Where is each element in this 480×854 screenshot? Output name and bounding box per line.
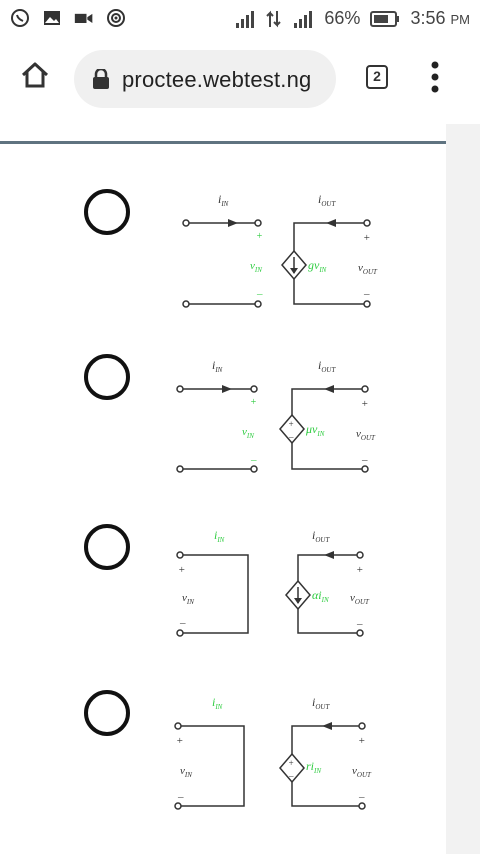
svg-text:–: –	[358, 791, 365, 803]
radio-button-2[interactable]	[84, 354, 130, 400]
circuit-diagram-2: iIN + vIN – iOUT + – μvIN + vOUT –	[176, 358, 376, 473]
svg-text:–: –	[363, 288, 370, 300]
circuit-diagram-4: iIN + vIN – iOUT + – riIN + vOUT –	[174, 695, 372, 810]
svg-text:+: +	[256, 231, 263, 242]
url-text[interactable]: proctee.webtest.ng	[122, 67, 312, 92]
battery-icon	[370, 10, 400, 27]
circuit-diagram-1: iIN + vIN – iOUT gvIN + vOUT –	[182, 192, 378, 308]
option-2[interactable]: iIN + vIN – iOUT + – μvIN + vOUT –	[0, 349, 446, 519]
svg-text:iIN: iIN	[214, 528, 225, 544]
svg-text:+: +	[288, 758, 294, 768]
svg-text:iIN: iIN	[212, 695, 223, 711]
option-3[interactable]: iIN + vIN – iOUT αiIN + vOUT –	[0, 519, 446, 689]
svg-text:–: –	[256, 288, 263, 300]
svg-text:iOUT: iOUT	[312, 528, 330, 544]
svg-text:+: +	[356, 564, 363, 576]
radio-button-3[interactable]	[84, 524, 130, 570]
browser-toolbar: proctee.webtest.ng 2	[0, 38, 480, 124]
svg-text:riIN: riIN	[306, 759, 321, 775]
whatsapp-icon	[11, 9, 29, 27]
option-4[interactable]: iIN + vIN – iOUT + – riIN + vOUT –	[0, 684, 446, 854]
label-i-out: iOUT	[318, 192, 336, 208]
clock: 3:56 PM	[410, 8, 470, 28]
battery-percent: 66%	[324, 8, 361, 28]
data-arrows-icon	[266, 10, 282, 27]
gallery-icon	[44, 11, 60, 25]
circuit-diagram-3: iIN + vIN – iOUT αiIN + vOUT –	[176, 528, 370, 637]
svg-text:+: +	[250, 397, 257, 408]
svg-text:iOUT: iOUT	[318, 358, 336, 374]
svg-text:vOUT: vOUT	[350, 592, 370, 606]
svg-text:iIN: iIN	[212, 358, 223, 374]
radio-button-1[interactable]	[84, 189, 130, 235]
source-label: gvIN	[308, 258, 327, 274]
svg-text:–: –	[356, 618, 363, 630]
svg-text:–: –	[250, 454, 257, 466]
svg-text:–: –	[361, 454, 368, 466]
svg-text:αiIN: αiIN	[312, 588, 329, 604]
signal-hplus-icon	[294, 10, 313, 28]
svg-text:–: –	[179, 617, 186, 629]
page-margin	[446, 124, 480, 854]
svg-text:+: +	[361, 398, 368, 410]
svg-text:–: –	[288, 771, 294, 781]
svg-text:vOUT: vOUT	[352, 765, 372, 779]
svg-text:+: +	[288, 419, 294, 429]
svg-text:μvIN: μvIN	[305, 422, 325, 438]
label-v-out: vOUT	[358, 262, 378, 276]
status-bar: 66% 3:56 PM	[0, 0, 480, 38]
label-i-in: iIN	[218, 192, 229, 208]
signal-h-icon	[236, 10, 255, 28]
divider	[0, 141, 446, 144]
quiz-content: iIN + vIN – iOUT gvIN + vOUT –	[0, 124, 446, 854]
svg-text:iOUT: iOUT	[312, 695, 330, 711]
hotspot-icon	[107, 9, 125, 27]
svg-text:–: –	[177, 791, 184, 803]
radio-button-4[interactable]	[84, 690, 130, 736]
label-v-in: vIN	[250, 260, 262, 274]
svg-text:+: +	[358, 735, 365, 747]
svg-text:vIN: vIN	[182, 592, 194, 606]
svg-text:–: –	[288, 432, 294, 442]
status-left-icons	[10, 8, 126, 28]
home-icon[interactable]	[20, 60, 50, 90]
option-1[interactable]: iIN + vIN – iOUT gvIN + vOUT –	[0, 179, 446, 349]
svg-text:+: +	[178, 564, 185, 576]
status-right: 66% 3:56 PM	[234, 8, 470, 29]
more-menu-icon[interactable]	[430, 60, 440, 94]
svg-text:vIN: vIN	[180, 765, 192, 779]
address-bar[interactable]: proctee.webtest.ng	[74, 50, 336, 108]
svg-text:+: +	[363, 232, 370, 244]
lock-icon	[93, 69, 109, 89]
video-icon	[74, 13, 93, 23]
svg-text:vIN: vIN	[242, 426, 254, 440]
svg-text:+: +	[176, 735, 183, 747]
tab-switcher-button[interactable]: 2	[366, 65, 388, 89]
svg-text:vOUT: vOUT	[356, 428, 376, 442]
